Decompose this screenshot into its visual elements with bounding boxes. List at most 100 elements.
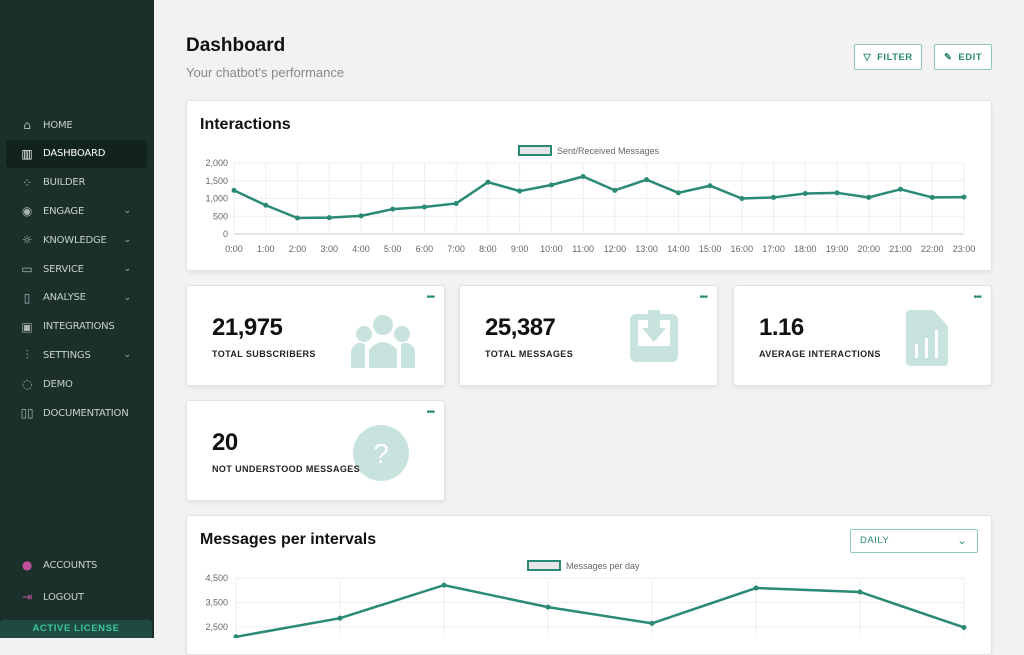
stat-card: ? 20 NOT UNDERSTOOD MESSAGES ••• — [186, 400, 445, 501]
y-tick-label: 3,500 — [205, 598, 228, 608]
data-point[interactable] — [263, 202, 269, 208]
filter-button[interactable]: ▽ FILTER — [854, 44, 922, 70]
sidebar-item-accounts[interactable]: ● ACCOUNTS — [6, 551, 147, 579]
sidebar-item-integrations[interactable]: ▣ INTEGRATIONS — [6, 313, 147, 341]
data-point[interactable] — [961, 624, 967, 630]
page-subtitle: Your chatbot's performance — [186, 65, 345, 80]
x-tick-label: 21:00 — [889, 244, 912, 254]
x-tick-label: 20:00 — [858, 244, 881, 254]
sidebar-item-demo[interactable]: ◌ DEMO — [6, 370, 147, 398]
sidebar-item-knowledge[interactable]: ☼ KNOWLEDGE ⌄ — [6, 226, 147, 254]
sidebar-item-engage[interactable]: ◉ ENGAGE ⌄ — [6, 197, 147, 225]
sidebar-item-logout[interactable]: ⇥ LOGOUT — [6, 583, 147, 611]
sidebar-item-home[interactable]: ⌂ HOME — [6, 111, 147, 139]
x-tick-label: 5:00 — [384, 244, 402, 254]
data-point[interactable] — [771, 194, 777, 200]
sidebar-item-label: BUILDER — [43, 177, 86, 189]
data-point[interactable] — [337, 615, 343, 621]
svg-text:?: ? — [373, 438, 389, 469]
sidebar-item-label: SETTINGS — [43, 349, 91, 361]
data-point[interactable] — [739, 196, 745, 201]
stat-card: 1.16 AVERAGE INTERACTIONS ••• — [733, 285, 992, 386]
data-point[interactable] — [390, 206, 396, 212]
edit-button[interactable]: ✎ EDIT — [934, 44, 992, 70]
chevron-down-icon: ⌄ — [123, 235, 132, 246]
ticket-icon: ▭ — [21, 262, 33, 276]
more-options-icon[interactable]: ••• — [426, 407, 434, 418]
stat-value: 25,387 — [485, 314, 556, 341]
data-point[interactable] — [649, 620, 655, 626]
data-point[interactable] — [421, 204, 427, 210]
sidebar-item-label: DEMO — [43, 378, 73, 390]
more-options-icon[interactable]: ••• — [699, 292, 707, 303]
stat-value: 1.16 — [759, 314, 804, 341]
data-point[interactable] — [961, 194, 967, 200]
data-point[interactable] — [441, 582, 447, 588]
more-options-icon[interactable]: ••• — [973, 292, 981, 303]
data-point[interactable] — [548, 182, 554, 188]
data-point[interactable] — [294, 215, 300, 221]
logout-icon: ⇥ — [22, 590, 32, 604]
data-point[interactable] — [802, 191, 808, 197]
data-point[interactable] — [485, 179, 491, 185]
filter-label: FILTER — [877, 51, 913, 63]
data-point[interactable] — [358, 213, 364, 219]
book-icon: ▯▯ — [20, 406, 34, 420]
y-tick-label: 1,000 — [205, 194, 228, 204]
x-tick-label: 1:00 — [257, 244, 275, 254]
sidebar-item-dashboard[interactable]: ▥ DASHBOARD — [6, 139, 147, 168]
data-point[interactable] — [644, 177, 650, 183]
chevron-down-icon: ⌄ — [123, 350, 132, 361]
data-point[interactable] — [580, 173, 586, 179]
data-point[interactable] — [233, 634, 239, 638]
stat-label: NOT UNDERSTOOD MESSAGES — [212, 464, 361, 474]
sidebar-item-label: LOGOUT — [43, 591, 84, 603]
chevron-down-icon: ⌄ — [123, 206, 132, 217]
sidebar-item-label: DASHBOARD — [43, 148, 106, 160]
sidebar-item-builder[interactable]: ⁘ BUILDER — [6, 169, 147, 197]
data-point[interactable] — [898, 186, 904, 192]
y-tick-label: 500 — [213, 211, 228, 221]
stat-value: 20 — [212, 429, 238, 456]
x-tick-label: 22:00 — [921, 244, 944, 254]
data-point[interactable] — [612, 187, 618, 193]
chevron-down-icon: ⌄ — [957, 535, 967, 547]
x-tick-label: 17:00 — [762, 244, 785, 254]
data-point[interactable] — [545, 604, 551, 610]
interval-select[interactable]: DAILY ⌄ — [850, 529, 978, 553]
data-point[interactable] — [326, 215, 332, 221]
intervals-chart: Messages per day 4,500 3,500 2,500 — [205, 560, 967, 638]
sidebar-item-settings[interactable]: ⫶ SETTINGS ⌄ — [6, 341, 147, 369]
data-point[interactable] — [834, 190, 840, 196]
sidebar-item-label: SERVICE — [43, 263, 84, 275]
data-point[interactable] — [707, 183, 713, 189]
data-point[interactable] — [675, 190, 681, 196]
data-point[interactable] — [929, 194, 935, 200]
legend-label[interactable]: Messages per day — [566, 561, 640, 571]
x-tick-label: 0:00 — [225, 244, 243, 254]
legend-label[interactable]: Sent/Received Messages — [557, 146, 660, 156]
chevron-down-icon: ⌄ — [123, 292, 132, 303]
sidebar-item-label: ANALYSE — [43, 292, 86, 304]
page-title: Dashboard — [186, 35, 286, 56]
data-point[interactable] — [866, 194, 872, 200]
data-point[interactable] — [231, 187, 237, 193]
x-tick-label: 6:00 — [416, 244, 434, 254]
sidebar-item-analyse[interactable]: ▯ ANALYSE ⌄ — [6, 284, 147, 312]
filter-icon: ▽ — [863, 51, 872, 63]
data-point[interactable] — [517, 188, 523, 194]
data-point[interactable] — [453, 200, 459, 206]
more-options-icon[interactable]: ••• — [426, 292, 434, 303]
data-point[interactable] — [753, 585, 759, 591]
interactions-chart: Sent/Received Messages 2,000 1,500 1,000 500… — [205, 145, 975, 254]
lightbulb-icon: ☼ — [21, 233, 33, 248]
sidebar-item-label: KNOWLEDGE — [43, 234, 107, 246]
sidebar-item-label: HOME — [43, 119, 73, 131]
sidebar-item-label: ACCOUNTS — [43, 559, 98, 571]
sidebar-item-service[interactable]: ▭ SERVICE ⌄ — [6, 255, 147, 283]
x-tick-label: 3:00 — [320, 244, 338, 254]
data-point[interactable] — [857, 589, 863, 595]
sidebar-item-documentation[interactable]: ▯▯ DOCUMENTATION — [6, 399, 147, 427]
y-tick-label: 2,500 — [205, 622, 228, 632]
interval-select-value: DAILY — [860, 535, 890, 546]
